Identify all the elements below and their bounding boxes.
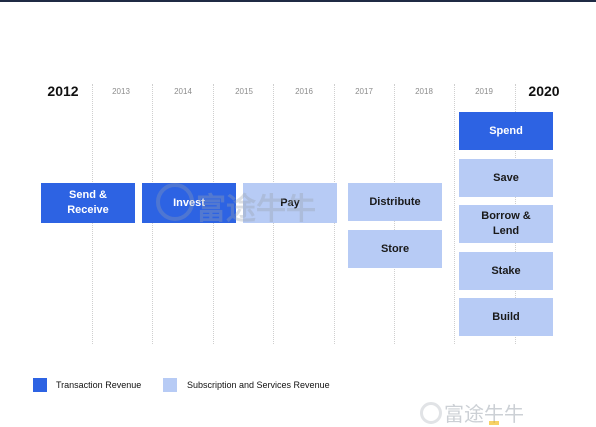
- bottom-accent: [489, 421, 499, 425]
- box-spend: Spend: [459, 112, 553, 150]
- grid-line: [454, 84, 455, 344]
- legend-swatch-transaction: [33, 378, 47, 392]
- box-pay: Pay: [243, 183, 337, 223]
- watermark-corner: 富途牛牛: [444, 402, 524, 426]
- year-label-2014: 2014: [174, 87, 192, 96]
- watermark-center: 富途牛牛: [196, 192, 316, 227]
- watermark-corner-logo-icon: [420, 402, 442, 424]
- header-rule: [0, 0, 596, 2]
- year-label-2019: 2019: [475, 87, 493, 96]
- year-label-2013: 2013: [112, 87, 130, 96]
- year-label-2017: 2017: [355, 87, 373, 96]
- box-send-receive: Send & Receive: [41, 183, 135, 223]
- year-label-2012: 2012: [47, 83, 79, 99]
- box-borrow-lend: Borrow & Lend: [459, 205, 553, 243]
- box-build: Build: [459, 298, 553, 336]
- year-label-2016: 2016: [295, 87, 313, 96]
- watermark-logo-icon: [156, 183, 194, 221]
- year-label-2018: 2018: [415, 87, 433, 96]
- box-stake: Stake: [459, 252, 553, 290]
- legend-label-subscription: Subscription and Services Revenue: [187, 380, 330, 390]
- box-store: Store: [348, 230, 442, 268]
- legend-label-transaction: Transaction Revenue: [56, 380, 142, 390]
- box-save: Save: [459, 159, 553, 197]
- year-label-2015: 2015: [235, 87, 253, 96]
- box-distribute: Distribute: [348, 183, 442, 221]
- year-label-2020: 2020: [528, 83, 560, 99]
- legend-swatch-subscription: [163, 378, 177, 392]
